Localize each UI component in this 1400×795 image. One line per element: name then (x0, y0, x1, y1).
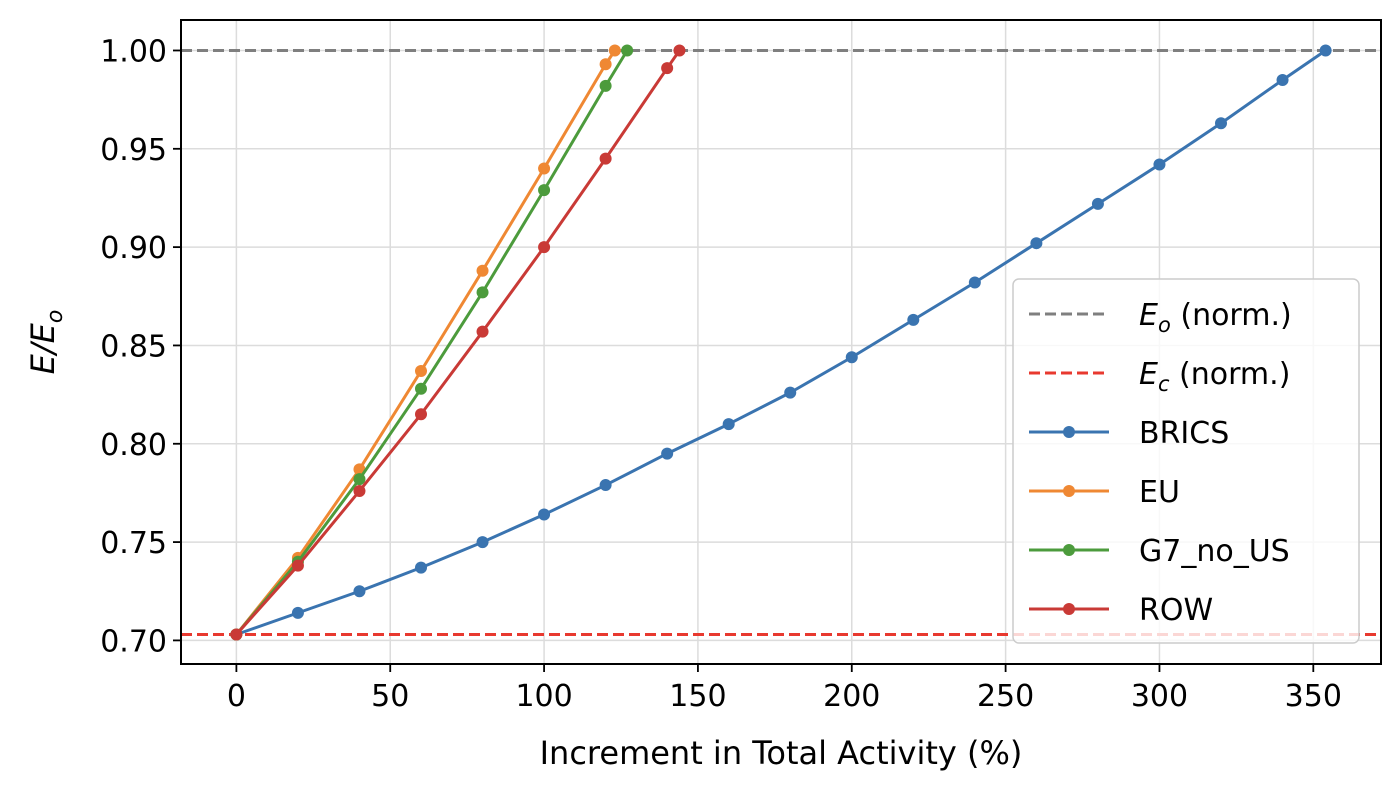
data-point-ROW (353, 484, 366, 497)
data-point-BRICS (1153, 158, 1166, 171)
x-tick-label: 50 (371, 679, 409, 714)
x-axis-ticks: 0 50 100 150 200 250 300 350 (227, 664, 1342, 714)
data-point-BRICS (415, 561, 427, 574)
y-axis-label-main: E/E (24, 322, 62, 374)
data-point-G7_no_US (538, 184, 551, 197)
data-point-G7_no_US (599, 79, 612, 92)
data-point-EU (476, 264, 489, 277)
series-line-G7_no_US (235, 49, 629, 636)
data-point-ROW (599, 152, 612, 165)
y-axis-label: E/Eo (24, 310, 68, 375)
data-point-BRICS (353, 585, 366, 598)
legend-marker-G7_no_US (1063, 544, 1075, 556)
y-axis-ticks: 0.70 0.75 0.80 0.85 0.90 0.95 1.00 (100, 34, 181, 659)
data-point-BRICS (784, 386, 797, 399)
legend-label-o: Eo (norm.) (1139, 298, 1292, 337)
y-tick-label: 0.95 (100, 133, 167, 168)
data-point-BRICS (907, 313, 920, 326)
data-point-ROW (661, 62, 674, 75)
x-tick-label: 0 (227, 679, 246, 714)
series-line-ROW (235, 49, 681, 636)
x-axis-label: Increment in Total Activity (%) (540, 734, 1023, 772)
x-tick-label: 150 (669, 679, 726, 714)
data-point-BRICS (661, 447, 674, 460)
legend-label-ROW: ROW (1139, 593, 1213, 628)
data-point-BRICS (1215, 117, 1227, 130)
data-point-ROW (415, 408, 427, 421)
legend-label-EU: EU (1139, 475, 1180, 510)
y-tick-label: 0.75 (100, 526, 167, 561)
legend-label-BRICS: BRICS (1139, 416, 1229, 451)
y-tick-label: 0.90 (100, 231, 167, 266)
data-point-BRICS (538, 508, 551, 521)
data-point-ROW (230, 628, 243, 641)
data-point-BRICS (1030, 237, 1043, 250)
x-tick-label: 250 (977, 679, 1034, 714)
data-point-BRICS (845, 351, 858, 364)
series-lines (230, 44, 1332, 641)
series-line-EU (235, 49, 617, 636)
plot-frame (180, 19, 1382, 665)
data-point-ROW (673, 44, 686, 57)
data-point-BRICS (599, 479, 612, 492)
data-point-ROW (291, 559, 304, 572)
data-point-ROW (476, 325, 489, 338)
data-point-G7_no_US (621, 44, 634, 57)
data-point-BRICS (476, 536, 489, 549)
data-point-BRICS (1319, 44, 1332, 57)
y-tick-label: 1.00 (100, 34, 167, 69)
y-axis-label-sub: o (43, 310, 68, 323)
x-tick-label: 300 (1131, 679, 1188, 714)
legend-marker-BRICS (1063, 426, 1075, 438)
data-point-G7_no_US (353, 473, 366, 486)
data-point-EU (538, 162, 551, 175)
legend-label-G7_no_US: G7_no_US (1139, 534, 1290, 569)
data-point-BRICS (968, 276, 981, 289)
legend: Eo (norm.) Ec (norm.) BRICS EU G7_no_US ROW (1012, 278, 1360, 644)
data-point-BRICS (1276, 73, 1289, 86)
data-point-BRICS (722, 418, 735, 431)
y-tick-label: 0.80 (100, 428, 167, 463)
x-tick-label: 350 (1285, 679, 1342, 714)
x-tick-label: 200 (823, 679, 880, 714)
x-tick-label: 100 (515, 679, 572, 714)
data-point-G7_no_US (476, 286, 489, 299)
data-point-EU (608, 44, 621, 57)
data-point-EU (599, 58, 612, 71)
data-point-BRICS (1091, 197, 1104, 210)
legend-marker-ROW (1063, 603, 1075, 615)
data-point-BRICS (291, 606, 304, 619)
legend-label-c: Ec (norm.) (1139, 357, 1290, 396)
legend-marker-EU (1063, 485, 1075, 497)
data-point-EU (415, 365, 427, 378)
y-tick-label: 0.85 (100, 329, 167, 364)
data-point-G7_no_US (415, 382, 427, 395)
legend-box (1012, 278, 1360, 644)
data-point-ROW (538, 241, 551, 254)
y-tick-label: 0.70 (100, 624, 167, 659)
